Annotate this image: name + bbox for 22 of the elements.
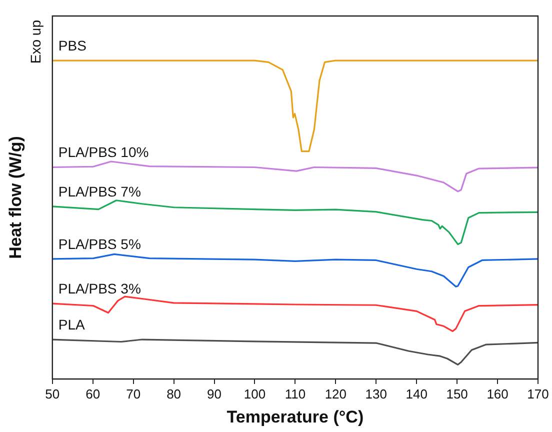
series-label: PLA	[58, 316, 86, 332]
x-axis-title: Temperature (°C)	[226, 407, 364, 426]
x-tick-label: 130	[365, 386, 387, 402]
series-label: PLA/PBS 7%	[58, 183, 141, 200]
x-tick-label: 110	[284, 386, 306, 402]
x-tick-label: 70	[126, 386, 141, 402]
y-axis-title: Heat flow (W/g)	[6, 136, 25, 259]
series-label: PLA/PBS 3%	[58, 280, 141, 296]
x-tick-label: 160	[486, 386, 508, 402]
x-tick-label: 60	[86, 386, 100, 402]
series-label: PBS	[58, 37, 86, 54]
text: Exo up	[27, 20, 44, 64]
series-label: PLA/PBS 10%	[58, 144, 149, 160]
series-label: PLA/PBS 5%	[58, 236, 141, 252]
x-tick-label: 80	[166, 386, 182, 402]
x-tick-label: 100	[244, 386, 266, 402]
x-tick-label: 140	[406, 386, 428, 402]
x-tick-label: 50	[45, 386, 60, 402]
x-tick-label: 150	[446, 386, 468, 402]
x-tick-label: 170	[527, 386, 549, 402]
x-tick-label: 90	[207, 386, 222, 402]
x-tick-label: 120	[324, 386, 347, 402]
